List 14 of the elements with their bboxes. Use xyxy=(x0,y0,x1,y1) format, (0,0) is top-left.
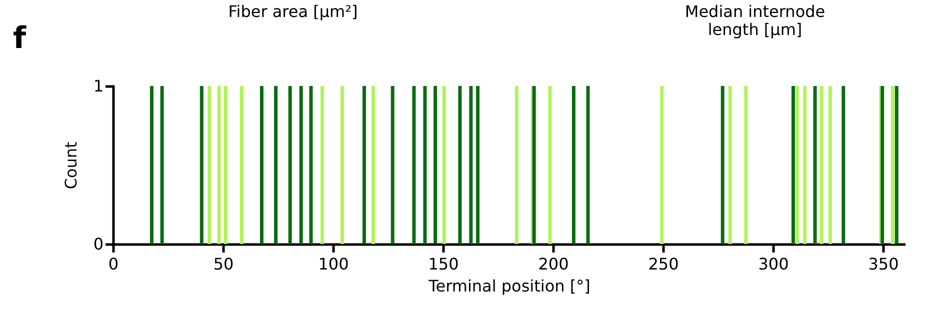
text: Fiber area [µm²] xyxy=(228,2,358,21)
x-tick-label: 350 xyxy=(868,254,899,274)
x-tick-label: 100 xyxy=(318,254,349,274)
x-axis-title: Terminal position [°] xyxy=(428,276,590,296)
y-tick-label: 1 xyxy=(93,76,104,96)
x-tick-label: 300 xyxy=(758,254,789,274)
text: Median internode length [µm] xyxy=(684,2,826,39)
x-tick-label: 50 xyxy=(213,254,234,274)
x-tick-label: 250 xyxy=(648,254,679,274)
x-tick-label: 200 xyxy=(538,254,569,274)
y-axis-title: Count xyxy=(61,142,80,190)
x-tick-label: 150 xyxy=(428,254,459,274)
text: f xyxy=(13,21,27,56)
x-tick-label: 0 xyxy=(108,254,119,274)
